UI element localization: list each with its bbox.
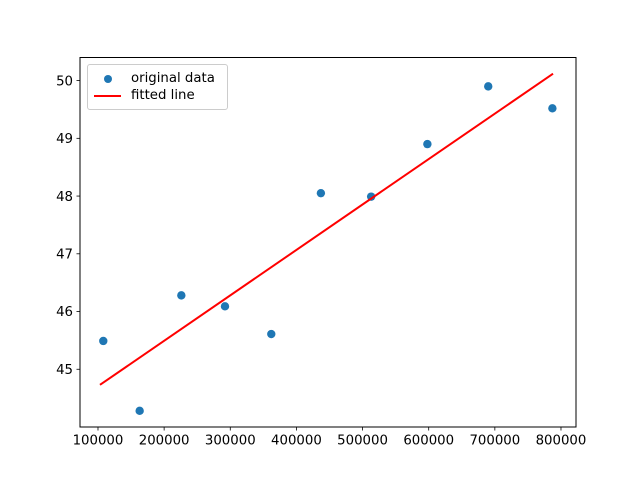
data-point <box>267 329 276 339</box>
x-tick-label: 700000 <box>469 434 520 449</box>
y-tick-label: 45 <box>56 363 73 378</box>
x-tick-label: 200000 <box>139 434 190 449</box>
x-tick-label: 300000 <box>205 434 256 449</box>
legend-handle <box>94 74 121 83</box>
axes-frame <box>79 57 577 428</box>
data-point <box>220 302 230 311</box>
legend-entry-fitted-line: fitted line <box>94 87 221 104</box>
scatter-marker-icon <box>103 74 112 83</box>
y-tick-label: 49 <box>56 132 73 147</box>
legend-label-original-data: original data <box>131 70 215 86</box>
data-point <box>484 82 493 91</box>
x-tick-label: 600000 <box>403 434 454 449</box>
legend-handle <box>94 94 121 97</box>
data-point <box>423 139 432 149</box>
data-point <box>366 192 376 201</box>
legend-label-fitted-line: fitted line <box>131 87 195 103</box>
data-point <box>99 336 108 346</box>
data-point <box>177 291 186 300</box>
x-tick-label: 800000 <box>536 434 587 449</box>
data-point <box>548 104 557 113</box>
line-marker-icon <box>94 94 121 97</box>
x-tick-label: 100000 <box>73 434 124 449</box>
data-point <box>316 188 326 198</box>
legend-entry-original-data: original data <box>94 70 221 87</box>
y-tick-label: 50 <box>56 74 73 89</box>
x-tick-label: 400000 <box>271 434 322 449</box>
y-tick-label: 47 <box>56 247 73 262</box>
fitted-line <box>99 72 554 386</box>
data-point <box>135 406 144 416</box>
y-tick-label: 48 <box>56 190 73 205</box>
legend: original data fitted line <box>87 64 228 110</box>
y-tick-label: 46 <box>56 305 73 320</box>
x-tick-label: 500000 <box>337 434 388 449</box>
